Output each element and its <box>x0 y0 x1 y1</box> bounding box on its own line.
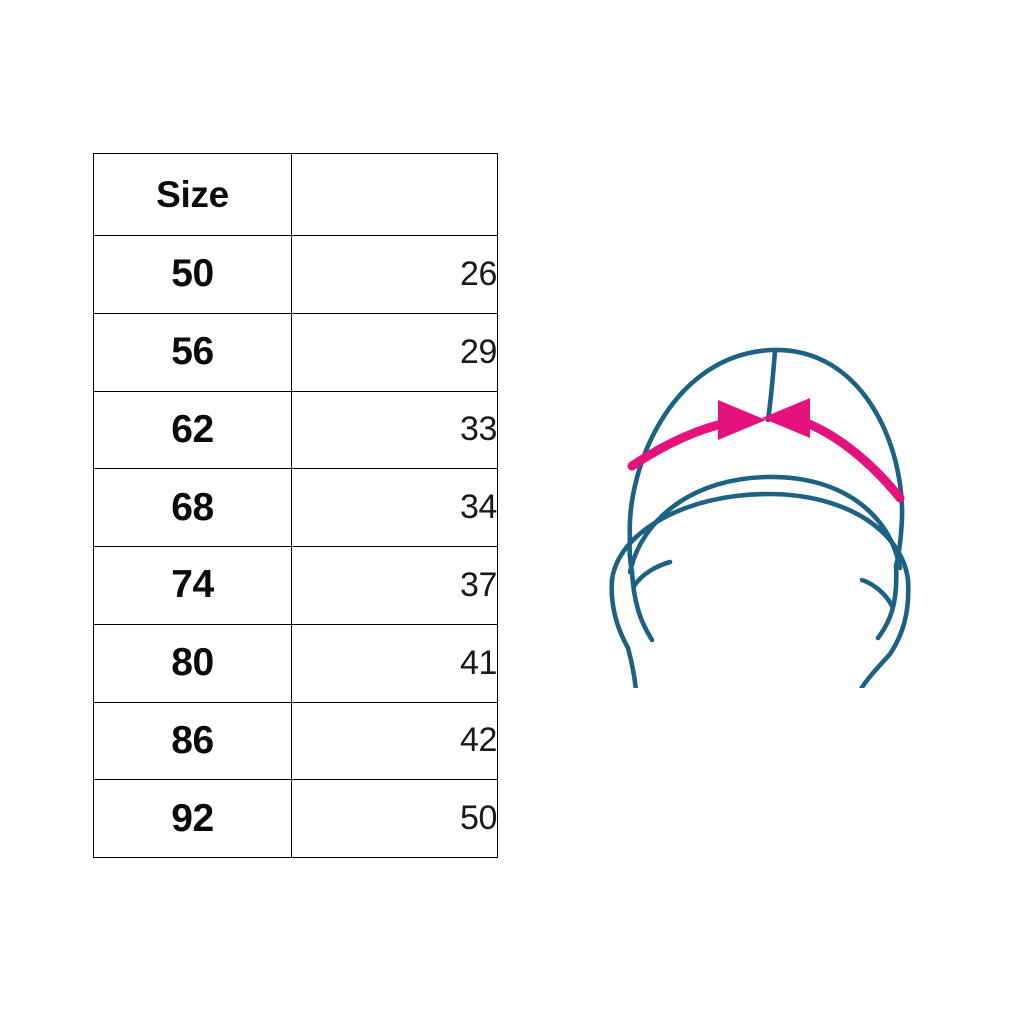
cell-size: 74 <box>93 546 292 625</box>
cell-size: 86 <box>93 701 292 781</box>
table-row: 56 29 <box>93 312 498 392</box>
size-table-container: Size 50 26 56 29 62 33 68 34 74 <box>93 153 498 858</box>
cell-size: 68 <box>93 468 292 547</box>
size-table-head: Size <box>93 153 498 236</box>
hat-right-tie <box>858 651 893 688</box>
cell-value: 37 <box>291 546 498 625</box>
hat-brim-right-wall <box>887 577 911 657</box>
hat-diagram-svg <box>609 347 911 688</box>
hat-crown-outline <box>627 347 905 569</box>
cell-size: 56 <box>93 312 292 392</box>
hat-right-stitch-detail <box>859 577 895 609</box>
cell-value: 50 <box>291 779 498 858</box>
head-circumference-measure-arrow <box>627 398 905 503</box>
cell-size: 92 <box>93 779 292 858</box>
hat-left-tie <box>625 645 638 688</box>
table-row: 92 50 <box>93 779 498 858</box>
cell-value: 34 <box>291 468 498 547</box>
cell-value: 26 <box>291 235 498 314</box>
size-table-body: 50 26 56 29 62 33 68 34 74 37 80 41 <box>93 235 498 858</box>
cell-size: 50 <box>93 235 292 314</box>
table-header-row: Size <box>93 153 498 236</box>
table-row: 62 33 <box>93 390 498 470</box>
cell-size: 62 <box>93 390 292 470</box>
table-row: 50 26 <box>93 235 498 314</box>
hat-brim-left-inner-wall <box>629 569 655 643</box>
measure-arrow-left-head <box>718 400 766 440</box>
hat-left-stitch-detail <box>631 559 673 589</box>
hat-brim-lower-edge <box>609 491 911 583</box>
column-header-measurement <box>291 153 498 236</box>
table-row: 74 37 <box>93 546 498 625</box>
hat-illustration <box>590 318 940 688</box>
cell-value: 41 <box>291 623 498 703</box>
cell-value: 33 <box>291 390 498 470</box>
hat-brim-upper-edge <box>627 474 903 575</box>
cell-value: 29 <box>291 312 498 392</box>
hat-top-seam-line <box>765 348 778 423</box>
table-row: 80 41 <box>93 623 498 703</box>
column-header-size: Size <box>93 153 292 236</box>
hat-brim-right-inner-wall <box>875 563 899 641</box>
cell-size: 80 <box>93 623 292 703</box>
measure-arrow-right-head <box>762 398 810 438</box>
table-row: 68 34 <box>93 468 498 547</box>
table-row: 86 42 <box>93 701 498 781</box>
size-table: Size 50 26 56 29 62 33 68 34 74 <box>93 153 498 858</box>
hat-brim-left-wall <box>609 577 631 651</box>
cell-value: 42 <box>291 701 498 781</box>
